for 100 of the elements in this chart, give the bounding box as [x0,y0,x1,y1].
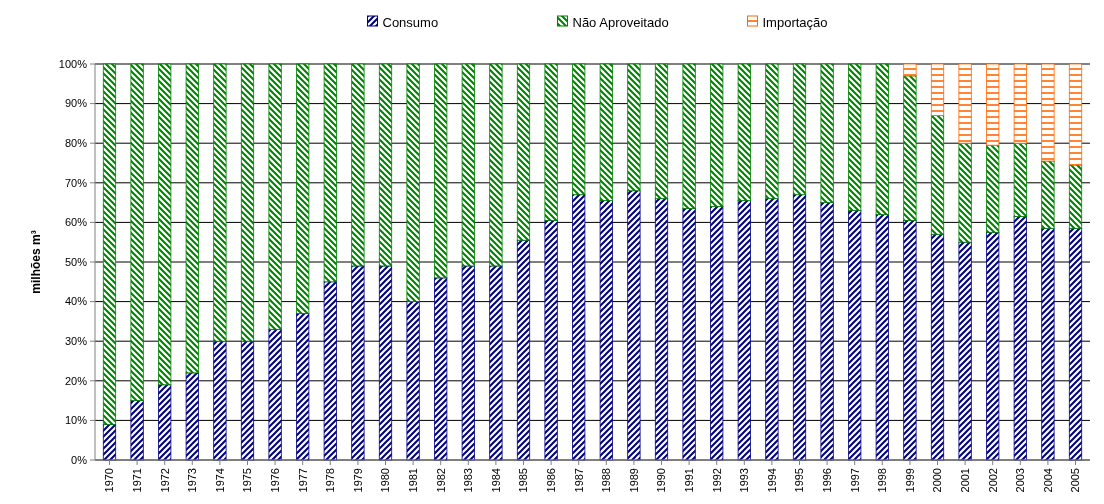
bar [406,301,420,461]
x-tick-label: 1978 [324,468,337,493]
y-tick-label: 20% [64,374,88,387]
bar [461,63,475,267]
bar [986,144,1000,233]
x-tick-label: 1976 [268,468,281,493]
bar [958,142,972,243]
bar [378,265,393,461]
y-tick-label: 30% [64,335,88,348]
x-tick-label: 2003 [1014,468,1027,493]
bar [682,208,696,461]
bar [765,198,779,461]
bar [599,63,613,202]
bar [572,63,586,196]
bar [599,200,613,461]
bar [406,63,420,302]
bar [654,198,669,461]
x-tick-label: 1998 [876,468,889,493]
x-tick-label: 1974 [213,468,226,493]
bar [1041,160,1055,229]
y-tick-label: 10% [64,414,88,427]
bar [737,63,751,202]
bar [240,340,255,461]
bar [710,206,724,461]
bar [185,372,199,461]
bar [1068,164,1083,229]
bar [654,63,669,200]
bar [875,63,889,215]
x-tick-label: 1970 [103,468,116,493]
bar [903,75,917,221]
bar [737,200,751,461]
x-tick-label: 1992 [710,468,723,493]
x-tick-label: 1977 [296,468,309,493]
bar [323,63,337,283]
bar [627,63,641,192]
bar [323,281,337,461]
bar [903,220,917,461]
bar [848,210,862,461]
bar [351,265,365,461]
bar [930,233,945,461]
bar [516,63,531,241]
x-tick-label: 1983 [462,468,475,493]
bar [185,63,199,374]
x-tick-label: 1984 [489,468,502,493]
bar [903,63,917,77]
x-tick-label: 1991 [682,468,695,493]
y-tick-label: 70% [64,176,88,189]
bar [158,384,172,461]
bar [958,241,972,461]
x-tick-label: 1981 [406,468,419,493]
bar [792,194,807,461]
bar [1013,142,1027,217]
bar [516,239,531,461]
bar [489,265,503,461]
bar [848,63,862,211]
y-tick-label: 0% [71,453,88,466]
bar [986,231,1000,461]
bar [102,423,117,461]
bar [489,63,503,267]
legend-label: Consumo [382,14,439,30]
bar [1068,63,1083,166]
bar [1013,63,1027,144]
bar [875,214,889,461]
x-tick-label: 2002 [986,468,999,493]
x-tick-label: 2000 [931,468,944,493]
bar [958,63,972,144]
x-tick-label: 1971 [130,468,143,493]
bar [682,63,696,209]
bar [627,190,641,461]
x-tick-label: 1982 [434,468,447,493]
bar [820,202,834,461]
bar [213,340,227,461]
y-tick-label: 80% [64,137,88,150]
bar [351,63,365,267]
x-tick-label: 1972 [158,468,171,493]
bar [710,63,724,207]
y-tick-label: 40% [64,295,88,308]
x-tick-label: 2004 [1041,468,1054,493]
bar [1041,63,1055,162]
bar [544,63,558,221]
bar [930,63,945,116]
x-tick-label: 1987 [572,468,585,493]
y-tick-label: 60% [64,216,88,229]
bar [130,63,144,401]
bar [434,277,448,461]
bar [158,63,172,386]
y-axis-title: milhões m³ [29,230,43,294]
bar [268,328,282,461]
x-tick-label: 1990 [655,468,668,493]
bar [986,63,1000,146]
x-tick-label: 1993 [738,468,751,493]
y-tick-label: 100% [58,57,88,70]
bar [213,63,227,342]
bar [930,115,945,235]
x-tick-label: 1979 [351,468,364,493]
bar [296,63,310,314]
bar [572,194,586,461]
legend-label: Não Aproveitado [572,14,669,30]
x-tick-label: 2005 [1069,468,1082,493]
bar [765,63,779,200]
